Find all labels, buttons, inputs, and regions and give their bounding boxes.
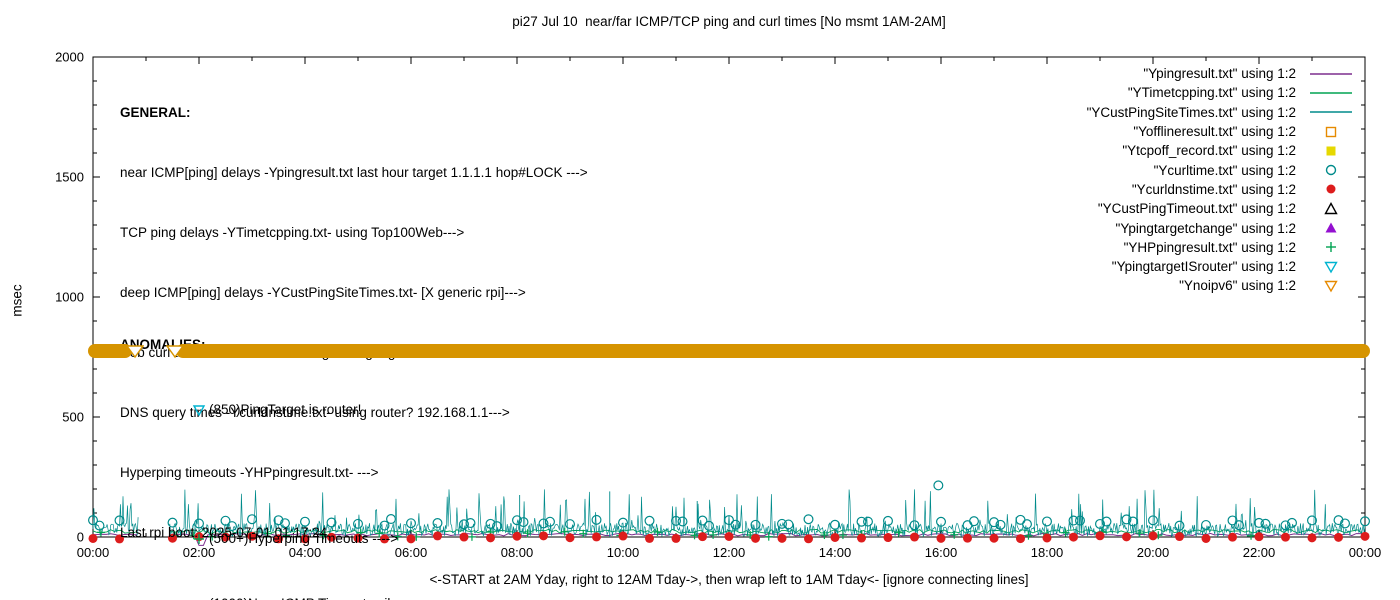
svg-text:16:00: 16:00	[925, 545, 958, 560]
general-line: near ICMP[ping] delays -Ypingresult.txt …	[120, 165, 588, 180]
square-open-icon	[1302, 125, 1360, 139]
legend-item: "Ynoipv6" using 1:2	[1087, 276, 1360, 295]
legend-label: "YpingtargetISrouter" using 1:2	[1111, 259, 1296, 275]
legend: "Ypingresult.txt" using 1:2 "YTimetcppin…	[1087, 64, 1360, 296]
svg-text:08:00: 08:00	[501, 545, 534, 560]
plus-icon	[192, 532, 209, 546]
svg-text:10:00: 10:00	[607, 545, 640, 560]
anomaly-text: (1000)Near ICMP Timeout spikes	[209, 596, 408, 600]
square-filled-icon	[1302, 144, 1360, 158]
svg-text:1000: 1000	[55, 290, 84, 305]
svg-text:0: 0	[77, 530, 84, 545]
svg-text:18:00: 18:00	[1031, 545, 1064, 560]
general-line: Last rpi boot: 2025-07-01 01:17:24	[120, 525, 328, 540]
legend-item: "Ytcpoff_record.txt" using 1:2	[1087, 141, 1360, 160]
tick-labels: 0 500 1000 1500 2000 00:00 02:00 04:00 06:00 08:0…	[55, 50, 1381, 561]
series-ycurltime	[87, 480, 1370, 532]
anomaly-item: (850)PingTarget is router!	[192, 400, 408, 420]
legend-label: "Ypingtargetchange" using 1:2	[1115, 220, 1296, 236]
anomaly-item: (500+)Hyperping Timeouts ---->	[192, 529, 408, 549]
anomaly-text: (500+)Hyperping Timeouts ---->	[209, 531, 399, 547]
svg-text:04:00: 04:00	[289, 545, 322, 560]
legend-label: "Ycurltime.txt" using 1:2	[1153, 162, 1296, 178]
tri-up-filled-icon	[1302, 221, 1360, 235]
tri-down-open-icon	[1302, 279, 1360, 293]
anomalies-annotation: ANOMALIES: (850)PingTarget is router! (5…	[120, 305, 408, 600]
legend-item: "Ypingtargetchange" using 1:2	[1087, 218, 1360, 237]
legend-item: "YCustPingTimeout.txt" using 1:2	[1087, 199, 1360, 218]
legend-item: "Ycurldnstime.txt" using 1:2	[1087, 180, 1360, 199]
line-sample-icon	[1302, 67, 1360, 81]
line-sample-icon	[1302, 105, 1360, 119]
legend-label: "Ynoipv6" using 1:2	[1179, 278, 1296, 294]
general-line: Hyperping timeouts -YHPpingresult.txt- -…	[120, 465, 379, 480]
legend-item: "YpingtargetISrouter" using 1:2	[1087, 257, 1360, 276]
svg-text:02:00: 02:00	[183, 545, 216, 560]
general-annotation: GENERAL: near ICMP[ping] delays -Ypingre…	[120, 63, 611, 600]
plus-icon	[1302, 240, 1360, 254]
legend-item: "Ycurltime.txt" using 1:2	[1087, 160, 1360, 179]
svg-text:00:00: 00:00	[77, 545, 110, 560]
line-sample-icon	[1302, 86, 1360, 100]
legend-label: "Ycurldnstime.txt" using 1:2	[1131, 181, 1296, 197]
circle-filled-icon	[1302, 182, 1360, 196]
legend-item: "YTimetcpping.txt" using 1:2	[1087, 83, 1360, 102]
tri-down-open-icon	[192, 403, 209, 417]
svg-text:12:00: 12:00	[713, 545, 746, 560]
legend-label: "Yofflineresult.txt" using 1:2	[1133, 124, 1296, 140]
svg-text:06:00: 06:00	[395, 545, 428, 560]
svg-text:2000: 2000	[55, 50, 84, 65]
anomaly-item: (1000)Near ICMP Timeout spikes	[192, 594, 408, 600]
general-line: DNS query times -Ycurldnstime.txt- using…	[120, 405, 510, 420]
svg-text:20:00: 20:00	[1137, 545, 1170, 560]
legend-label: "YHPpingresult.txt" using 1:2	[1123, 239, 1296, 255]
svg-text:1500: 1500	[55, 170, 84, 185]
general-line: deep ICMP[ping] delays -YCustPingSiteTim…	[120, 285, 526, 300]
legend-item: "YCustPingSiteTimes.txt" using 1:2	[1087, 103, 1360, 122]
tri-down-open-icon	[1302, 260, 1360, 274]
anomalies-heading: ANOMALIES:	[120, 337, 206, 352]
general-line: TCP ping delays -YTimetcpping.txt- using…	[120, 225, 465, 240]
chart-title: pi27 Jul 10 near/far ICMP/TCP ping and c…	[512, 14, 946, 29]
anomaly-text: (850)PingTarget is router!	[209, 402, 362, 418]
x-axis-label: <-START at 2AM Yday, right to 12AM Tday-…	[429, 572, 1029, 587]
legend-label: "YCustPingTimeout.txt" using 1:2	[1097, 201, 1296, 217]
legend-label: "Ypingresult.txt" using 1:2	[1143, 66, 1296, 82]
circle-open-icon	[1302, 163, 1360, 177]
legend-item: "Yofflineresult.txt" using 1:2	[1087, 122, 1360, 141]
legend-label: "YTimetcpping.txt" using 1:2	[1127, 85, 1296, 101]
svg-text:22:00: 22:00	[1243, 545, 1276, 560]
anomaly-item-hidden-by-band	[192, 465, 408, 485]
legend-item: "YHPpingresult.txt" using 1:2	[1087, 238, 1360, 257]
svg-text:500: 500	[62, 410, 84, 425]
y-axis-label: msec	[9, 284, 25, 317]
tri-up-open-icon	[1302, 201, 1360, 216]
legend-label: "Ytcpoff_record.txt" using 1:2	[1122, 143, 1296, 159]
svg-text:14:00: 14:00	[819, 545, 852, 560]
legend-label: "YCustPingSiteTimes.txt" using 1:2	[1086, 104, 1296, 120]
general-heading: GENERAL:	[120, 105, 191, 120]
svg-text:00:00: 00:00	[1349, 545, 1382, 560]
series-ycurldnstime	[88, 531, 1370, 544]
legend-item: "Ypingresult.txt" using 1:2	[1087, 64, 1360, 83]
